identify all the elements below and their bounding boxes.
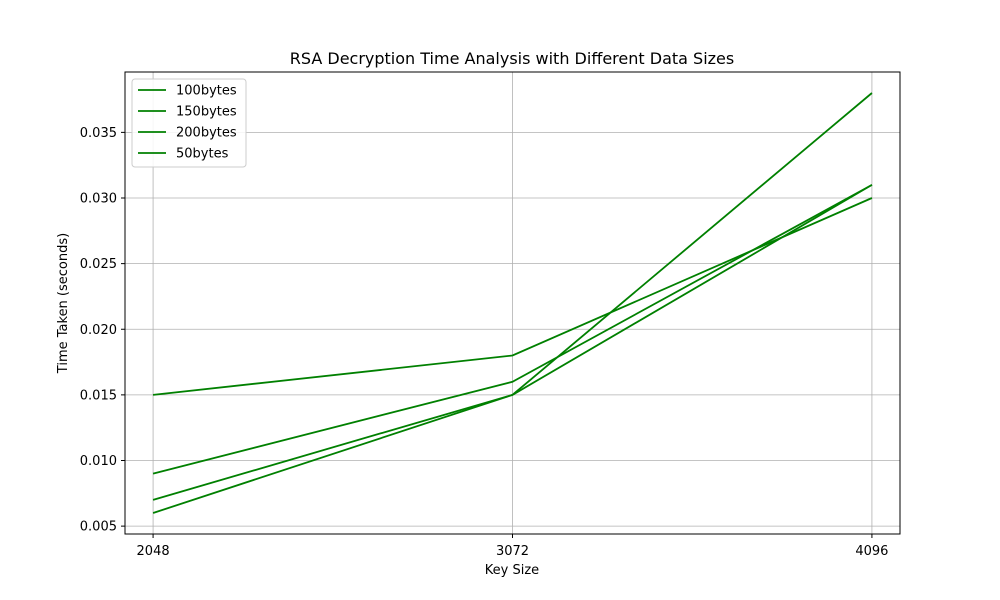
- legend-entry: 50bytes: [176, 147, 229, 162]
- x-tick-label: 3072: [496, 544, 529, 559]
- y-tick-label: 0.015: [80, 388, 117, 403]
- chart-title: RSA Decryption Time Analysis with Differ…: [290, 49, 734, 68]
- ticks-layer: 2048 3072 4096 0.005 0.010 0.015 0.020 0.025 0.0…: [80, 126, 889, 559]
- y-tick-label: 0.030: [80, 192, 117, 207]
- legend-box: [131, 78, 247, 168]
- series-line-200bytes: [152, 197, 873, 396]
- y-axis-label: Time Taken (seconds): [56, 233, 71, 374]
- y-tick-label: 0.010: [80, 454, 117, 469]
- legend-entry: 100bytes: [176, 84, 237, 99]
- series-line-50bytes: [152, 92, 873, 501]
- y-tick-label: 0.025: [80, 257, 117, 272]
- y-tick-label: 0.005: [80, 520, 117, 535]
- legend-entry: 150bytes: [176, 105, 237, 120]
- series-layer: [152, 92, 873, 514]
- y-tick-label: 0.035: [80, 126, 117, 141]
- y-tick-label: 0.020: [80, 323, 117, 338]
- x-axis-label: Key Size: [485, 563, 539, 578]
- x-tick-label: 2048: [137, 544, 170, 559]
- legend-entry: 200bytes: [176, 126, 237, 141]
- x-tick-label: 4096: [855, 544, 888, 559]
- legend: 100bytes 150bytes 200bytes 50bytes: [131, 78, 247, 168]
